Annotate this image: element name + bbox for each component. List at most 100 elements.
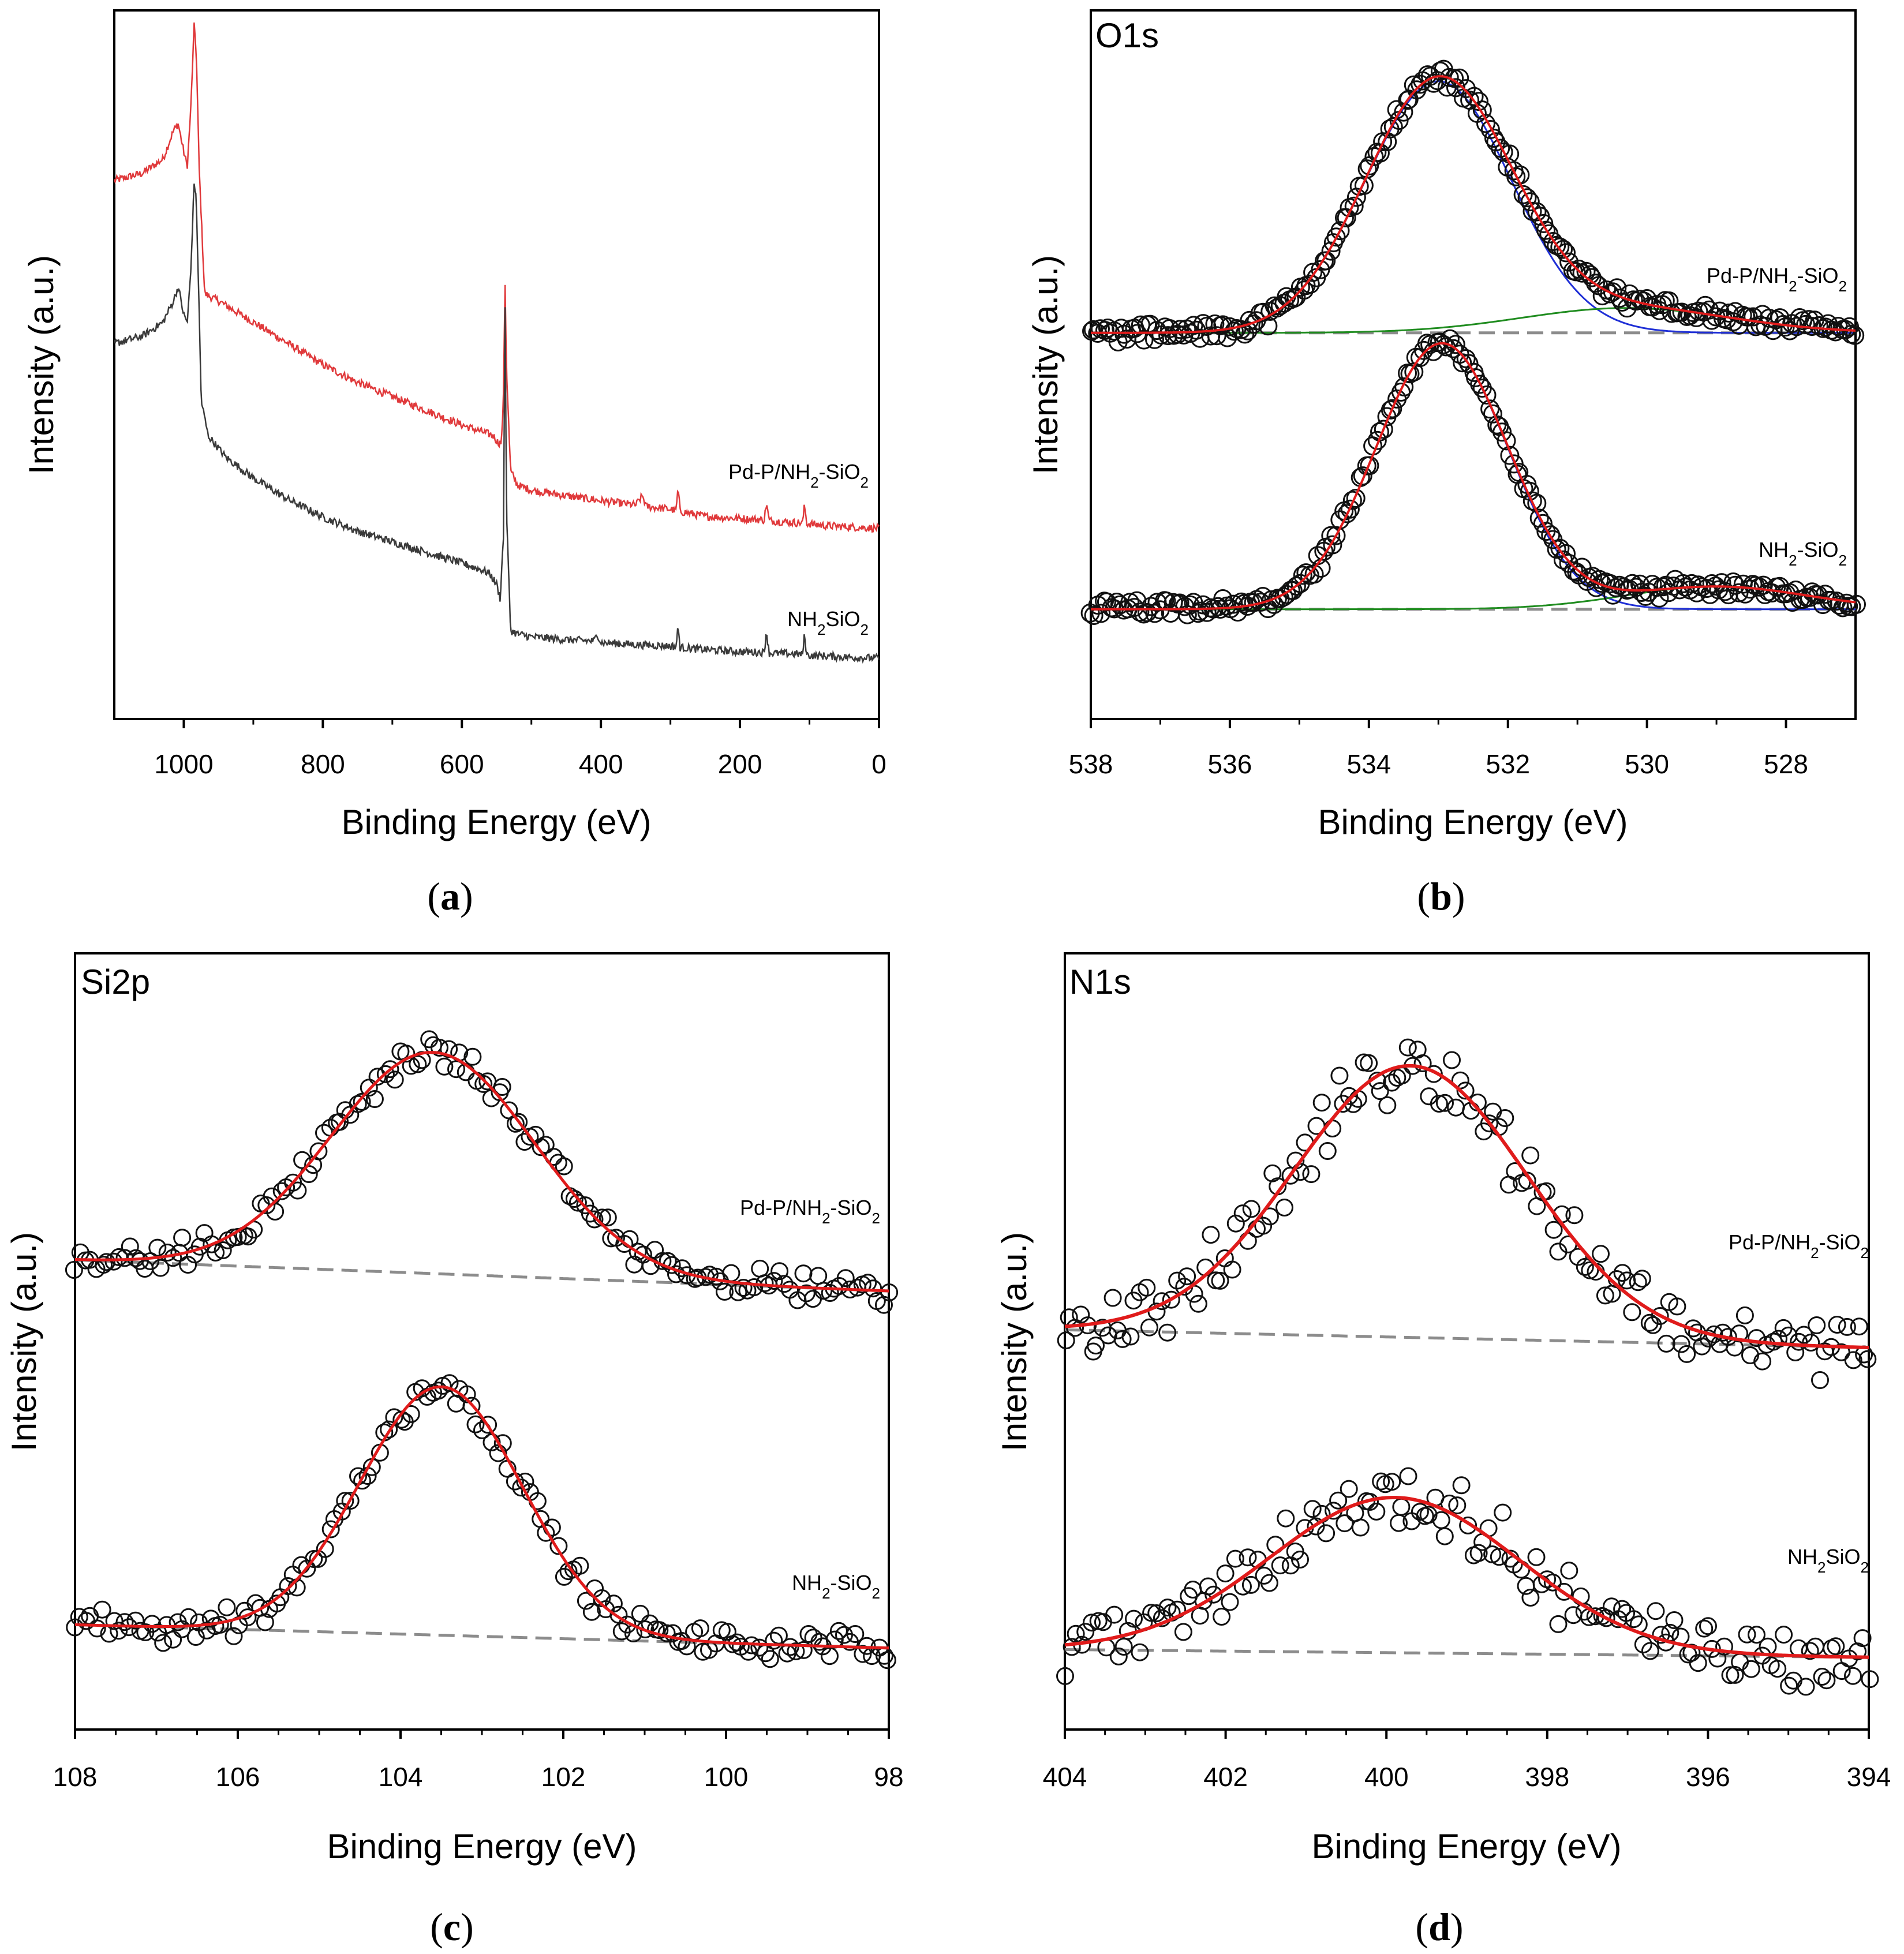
data-point (1057, 1331, 1075, 1350)
caption-c-open: ( (430, 1905, 443, 1949)
data-point (1527, 1548, 1546, 1566)
data-point (1689, 1654, 1707, 1672)
series-label-panel-c-1: NH2-SiO2 (792, 1571, 880, 1602)
data-point (143, 1615, 161, 1633)
data-point (1847, 594, 1866, 614)
data-point (1742, 1660, 1760, 1678)
data-point (1861, 1670, 1879, 1689)
data-point (309, 1142, 328, 1161)
data-point (105, 1612, 124, 1630)
data-point (1174, 1623, 1192, 1641)
data-point (1576, 1257, 1594, 1276)
data-point (154, 1634, 173, 1652)
data-point (1828, 1316, 1846, 1334)
data-point (1726, 1665, 1744, 1684)
series-label-part: 2 (1839, 552, 1847, 569)
data-point (701, 1266, 719, 1284)
panel-a-caption: (a) (427, 874, 473, 918)
data-point (1640, 1313, 1659, 1332)
data-point (1342, 491, 1362, 510)
data-point (332, 1502, 351, 1521)
data-point (1440, 329, 1460, 349)
survey-line-1 (113, 184, 880, 664)
data-point (1367, 1502, 1386, 1521)
background-line-1 (74, 1623, 889, 1650)
data-point (321, 1520, 340, 1539)
data-point (1730, 1324, 1749, 1343)
panel-d-tick-label: 400 (1364, 1762, 1409, 1792)
data-point (1330, 1066, 1349, 1085)
series-label-part: 2 (810, 474, 818, 491)
data-point (1302, 1165, 1321, 1184)
data-point (1581, 1261, 1599, 1279)
data-point (1715, 1637, 1733, 1656)
data-point (1587, 578, 1606, 597)
data-point (1063, 1638, 1081, 1656)
series-label-part: NH (792, 1571, 822, 1594)
panel-b-caption: (b) (1417, 874, 1465, 918)
data-point (1263, 1164, 1282, 1182)
data-point (341, 1492, 360, 1510)
data-point (1271, 1556, 1289, 1575)
data-point (1490, 1548, 1508, 1566)
data-point (794, 1264, 813, 1283)
data-point (1469, 1544, 1488, 1562)
data-point (1517, 188, 1537, 208)
data-point (1318, 1142, 1337, 1160)
data-point (1557, 243, 1576, 263)
panel-b-ylabel: Intensity (a.u.) (1026, 255, 1065, 474)
series-label-panel-a-0: Pd-P/NH2-SiO2 (728, 460, 869, 491)
data-point (745, 1278, 764, 1296)
data-point (1729, 583, 1749, 602)
data-point (1226, 1549, 1244, 1568)
data-point (1430, 1095, 1448, 1113)
panel-d-title: N1s (1069, 963, 1131, 1001)
panel-d-ylabel: Intensity (a.u.) (995, 1232, 1034, 1451)
panel-b-xlabel: Binding Energy (eV) (1318, 803, 1628, 841)
data-point (1596, 1286, 1614, 1305)
caption-a-open: ( (427, 874, 440, 918)
data-point (218, 1598, 236, 1616)
data-point (1780, 1676, 1798, 1695)
data-point (1477, 385, 1497, 405)
caption-c-letter: c (443, 1905, 461, 1949)
data-point (1768, 1660, 1787, 1678)
data-point (474, 1075, 493, 1093)
data-point (462, 1397, 481, 1415)
series-label-part: 2 (1789, 278, 1797, 295)
data-point (1845, 325, 1865, 345)
data-point (1544, 1221, 1563, 1239)
series-label-part: NH (1759, 538, 1789, 562)
data-point (1170, 320, 1190, 339)
data-point (1337, 504, 1357, 523)
data-point (1844, 1351, 1862, 1369)
data-point (1523, 491, 1542, 511)
data-point (1844, 1667, 1862, 1685)
data-point (1813, 595, 1832, 615)
data-point (1353, 466, 1372, 486)
series-label-part: Pd-P/NH (1729, 1230, 1811, 1254)
panel-a-ticks (182, 719, 880, 728)
data-point (1275, 1199, 1293, 1216)
data-point (1374, 420, 1393, 439)
data-point (186, 1628, 205, 1646)
data-point (1480, 399, 1500, 419)
series-label-part: 2 (1811, 1244, 1819, 1262)
data-point (1527, 202, 1547, 222)
panel-d-ticks (1064, 1730, 1870, 1739)
data-point (1383, 1473, 1401, 1491)
series-label-part: 2 (861, 474, 869, 491)
panel-d-xlabel: Binding Energy (eV) (1312, 1827, 1622, 1866)
data-point (98, 1253, 115, 1271)
data-point (104, 1252, 123, 1271)
data-point (1130, 602, 1150, 622)
panel-d-tick-label: 396 (1686, 1762, 1730, 1792)
panel-a-tick-label: 1000 (154, 749, 213, 779)
panel-c-title: Si2p (81, 963, 150, 1001)
caption-c-close: ) (461, 1905, 474, 1949)
panel-d-caption: (d) (1415, 1905, 1463, 1949)
data-point (1633, 1270, 1651, 1288)
panel-c-si2p: 108 106 104 102 100 98 Pd-P/NH2-SiO2NH2-SiO2 … (5, 952, 904, 1949)
series-label-part: -SiO (1819, 1230, 1861, 1254)
